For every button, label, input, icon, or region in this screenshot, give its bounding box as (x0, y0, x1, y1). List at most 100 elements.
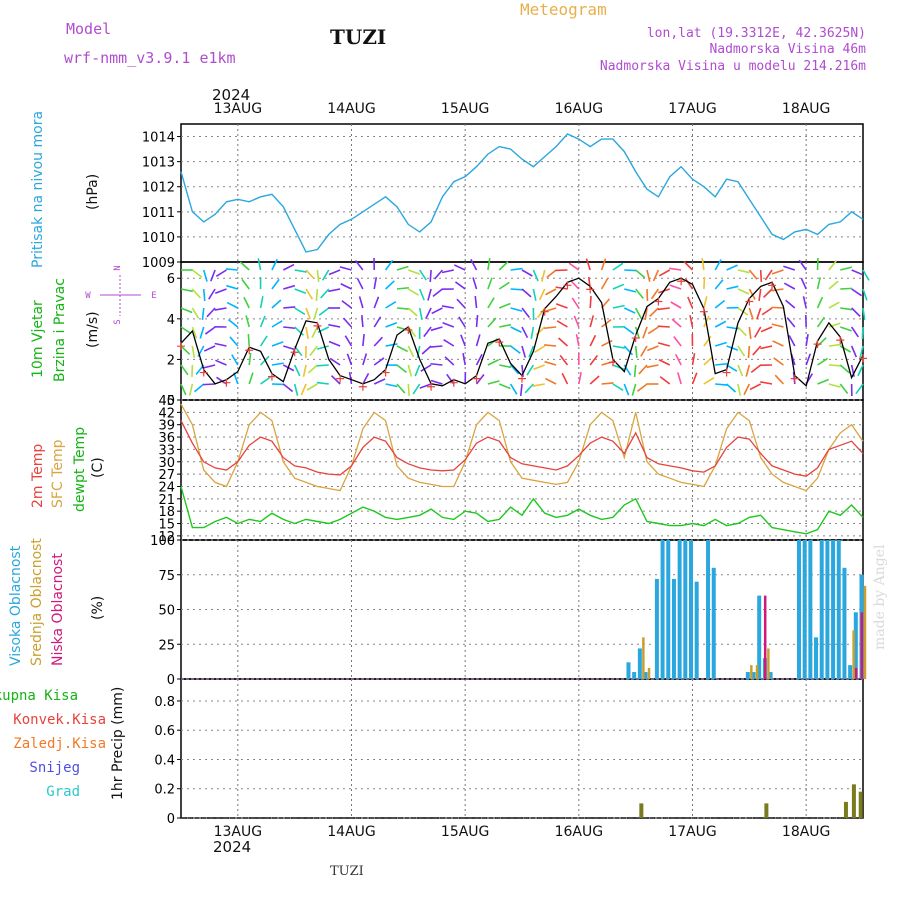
wind-vector (758, 288, 762, 301)
wind-vector (271, 362, 284, 366)
wind-vector (600, 258, 607, 271)
wind-vector (538, 288, 546, 301)
wind-vector (316, 364, 329, 367)
precip-bar (858, 791, 863, 818)
wind-vector (638, 364, 648, 375)
wind-gust-marker (267, 372, 276, 381)
wind-vector (521, 345, 527, 358)
wind-vector (259, 335, 268, 347)
wind-vector (407, 345, 415, 358)
wind-vector (283, 306, 296, 309)
wind-vector (385, 383, 398, 388)
wind-vector (859, 345, 864, 358)
wind-vector (589, 354, 599, 366)
y-tick-label: 36 (158, 431, 175, 446)
wind-vector (703, 276, 706, 290)
wind-vector (703, 376, 715, 385)
wind-vector (309, 345, 319, 356)
wind-vector (650, 288, 660, 300)
wind-gust-marker (699, 307, 708, 316)
wind-vector (199, 326, 205, 339)
cloud-bar-high (683, 540, 688, 679)
wind-vector (623, 345, 634, 356)
wind-vector (243, 296, 250, 309)
wind-vector (458, 316, 466, 328)
wind-vector (313, 307, 319, 320)
wind-vector (530, 326, 535, 339)
wind-vector (612, 304, 625, 309)
wind-vector (519, 383, 523, 397)
model-name: wrf-nmm_v3.9.1 e1km (64, 49, 236, 67)
wind-vector (300, 383, 307, 396)
wind-vector (642, 326, 648, 339)
wind-vector (215, 359, 227, 366)
wind-vector (636, 383, 648, 392)
wind-vector (578, 372, 582, 385)
precip-bar (851, 784, 856, 818)
wind-vector (840, 266, 853, 271)
wind-vector (441, 305, 454, 309)
wind-vector (850, 326, 860, 338)
wind-vector (373, 296, 380, 309)
precip-legend-item: Konvek.Kisa (13, 712, 106, 728)
wind-vector (202, 288, 206, 302)
wind-vector (534, 345, 546, 354)
wind-vector (316, 345, 329, 350)
wind-vector (329, 357, 341, 366)
wind-vector (555, 303, 568, 309)
wind-vector (714, 341, 727, 347)
wind-vector (510, 345, 521, 354)
wind-vector (771, 306, 784, 309)
day-label-top: 16AUG (555, 101, 604, 117)
wind-vector (532, 383, 545, 387)
wind-vector (783, 282, 796, 290)
wind-vector (385, 343, 398, 347)
wind-vector (294, 326, 304, 336)
y-tick-label: 0.2 (154, 783, 175, 798)
svg-text:W: W (85, 291, 91, 301)
wind-gust-marker (336, 374, 345, 383)
wind-vector (373, 378, 386, 385)
precip-legend: Ukupna Kisa Konvek.Kisa Zaledj.Kisa Snijeg G… (0, 688, 106, 800)
wind-vector (541, 269, 546, 282)
wind-vector (771, 288, 784, 292)
wind-vector (470, 259, 478, 271)
wind-vector (210, 269, 216, 282)
wind-vector (427, 288, 432, 301)
wind-vector (499, 364, 512, 369)
wind-vector (612, 345, 625, 349)
wind-vector (521, 307, 531, 318)
wind-vector (498, 261, 509, 271)
wind-vector (816, 316, 826, 328)
cloud-bar-mid (852, 630, 855, 679)
wind-vector (430, 362, 443, 366)
cloud-bar-high (671, 578, 676, 679)
wind-vector (703, 335, 712, 347)
wind-vector (715, 383, 728, 386)
cloud-bar-high (694, 581, 699, 679)
wind-gust-marker (427, 382, 436, 391)
wind-vector (559, 354, 569, 366)
wind-vector (589, 334, 597, 347)
precip-legend-item: Snijeg (29, 760, 80, 776)
wind-vector (460, 334, 466, 347)
day-label-bottom: 14AUG (327, 824, 376, 840)
wind-vector (623, 383, 630, 396)
wind-vector (631, 383, 637, 396)
wind-vector (330, 375, 341, 385)
wind-vector (305, 269, 315, 280)
wind-vector (737, 288, 750, 295)
wind-vector (624, 288, 637, 293)
wind-vector (535, 326, 546, 336)
wind-vector (805, 334, 809, 347)
wind-vector (754, 326, 762, 338)
wind-vector (748, 269, 758, 280)
panel-frame-precip (180, 678, 864, 819)
wind-vector (361, 314, 364, 328)
wind-vector (214, 288, 227, 295)
wind-vector (640, 345, 648, 357)
wind-vector (498, 281, 510, 290)
wind-vector (691, 372, 698, 385)
wind-vector (635, 288, 644, 299)
